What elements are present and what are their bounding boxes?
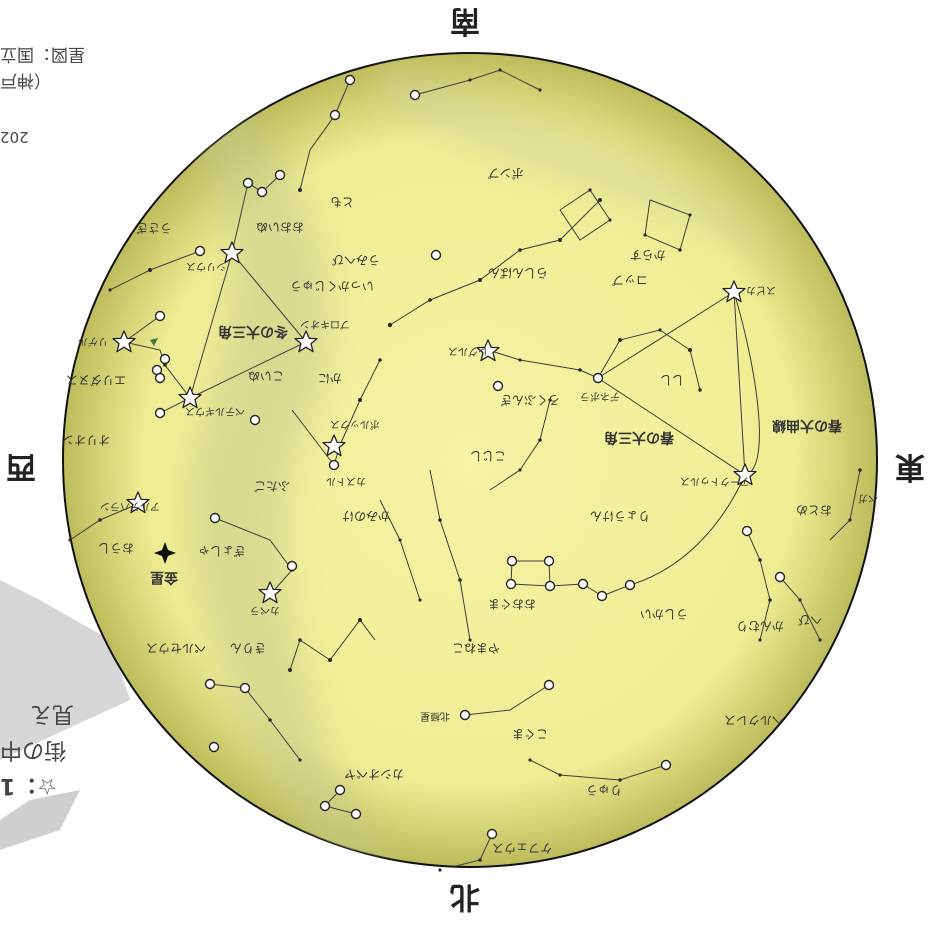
direction-south: 南	[450, 3, 480, 38]
label-bootes: うしかい	[640, 607, 689, 621]
label-coma-berenices: かみのけ	[342, 509, 391, 523]
label-lynx: やまねこ	[452, 641, 501, 655]
label-crater: コップ	[612, 273, 649, 287]
faint-stars	[68, 68, 862, 872]
label-draco: りゅう	[586, 783, 623, 797]
label-capella: カペラ	[250, 604, 280, 615]
label-perseus: ペルセウス	[146, 641, 207, 655]
label-hydra: うみへび	[332, 253, 381, 267]
label-cepheus: ケフェウス	[492, 841, 553, 855]
constellation-lines	[69, 69, 861, 867]
label-corona-borealis: かんむり	[736, 619, 785, 633]
milky-way	[170, 60, 780, 867]
label-winter-triangle: 冬の大三角	[218, 323, 288, 339]
label-corvus: からす	[630, 248, 666, 262]
label-pyxis: らしんばん	[488, 266, 549, 280]
bright-stars	[151, 74, 786, 840]
direction-north: 北	[450, 879, 480, 914]
label-virgo: おとめ	[796, 503, 833, 517]
label-auriga: ぎょしゃ	[198, 544, 246, 558]
label-monoceros: いっかくじゅう	[290, 279, 375, 293]
label-ursa-minor: こぐま	[512, 727, 549, 741]
label-gemini: ふたご	[254, 479, 291, 493]
legend-line-2: 街の中	[0, 737, 67, 762]
label-spring-triangle: 春の大三角	[604, 429, 674, 445]
label-sirius: シリウス	[186, 260, 226, 271]
label-canis-minor: こいぬ	[248, 369, 285, 383]
label-spring-curve: 春の大曲線	[772, 417, 842, 433]
nebula-mark	[150, 338, 158, 346]
label-eridanus: エリダヌス	[66, 373, 127, 387]
label-antlia: ポンプ	[488, 166, 524, 180]
label-spica: スピカ	[746, 284, 776, 295]
legend-band	[0, 580, 130, 760]
label-puppis: とも	[330, 195, 355, 209]
label-cassiopeia: カシオペヤ	[344, 767, 405, 781]
label-canes-venatici: りょうけん	[590, 509, 651, 523]
label-arcturus: アークトゥルス	[680, 475, 750, 486]
venus-marker	[154, 542, 176, 564]
credit-line-1: 星図：国立	[0, 44, 85, 64]
label-taurus: おうし	[98, 541, 135, 555]
label-leo-minor: こじし	[470, 449, 507, 463]
label-lepus: うさぎ	[136, 221, 173, 235]
label-procyon: プロキオン	[300, 318, 350, 329]
label-pollux: ポルックス	[330, 418, 380, 429]
label-orion: オリオン	[62, 433, 111, 447]
label-camelopardalis: きりん	[230, 641, 267, 655]
label-betelgeuse: ベテルギウス	[185, 405, 245, 416]
legend-line-1: ☆：1	[0, 773, 58, 798]
credit-line-2: （神戸	[0, 70, 51, 90]
label-denebola: デネボラ	[580, 390, 620, 401]
label-sextans: ろくぶんぎ	[500, 393, 561, 407]
legend-band-2	[0, 790, 80, 850]
direction-east: 東	[895, 449, 925, 484]
credit-year: 202	[0, 128, 29, 146]
label-polaris: 北極星	[420, 710, 450, 721]
label-vega: ベガ	[858, 492, 878, 503]
label-venus: 金星	[150, 569, 178, 585]
label-leo: しし	[660, 373, 685, 387]
label-rigel: リゲル	[78, 335, 108, 346]
label-aldebaran: アルデバラン	[100, 500, 160, 511]
legend-line-3: 見え	[30, 701, 75, 726]
label-ursa-major: おおぐま	[488, 597, 537, 611]
label-regulus: レグルス	[448, 345, 488, 356]
label-serpens: へび	[798, 613, 823, 627]
direction-west: 西	[6, 449, 36, 484]
label-cancer: かに	[318, 371, 343, 385]
label-canis-major: おおいぬ	[256, 220, 305, 234]
label-hercules: ヘルクレス	[724, 713, 785, 727]
label-castor: カストル	[326, 475, 366, 486]
